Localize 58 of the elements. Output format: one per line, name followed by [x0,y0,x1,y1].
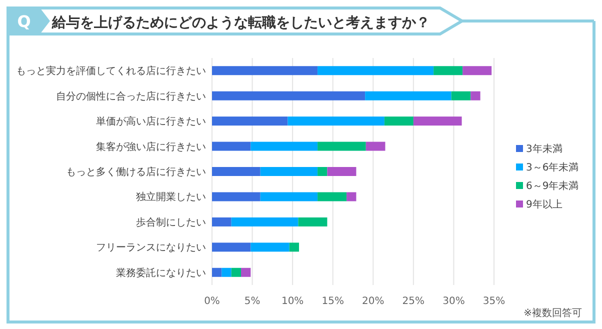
bar [318,192,347,202]
y-tick-label: 独立開業したい [136,191,206,204]
bar [451,91,471,100]
y-tick-label: 集客が強い店に行きたい [96,140,206,153]
x-tick-label: 15% [322,296,344,307]
bar [212,66,318,76]
y-tick-label: フリーランスになりたい [96,242,206,254]
bar [289,242,300,252]
x-tick-label: 25% [402,296,425,307]
x-tick-label: 5% [244,296,260,307]
bar [231,268,242,277]
x-tick-label: 0% [204,296,220,307]
bar [288,116,384,126]
y-tick-label: もっと多く働ける店に行きたい [66,166,206,178]
bar [470,91,480,100]
x-tick-label: 30% [442,296,465,307]
bar [318,66,434,76]
bar [318,167,328,176]
bar [222,268,232,277]
bar [384,116,414,126]
bar [434,66,463,76]
bar [318,142,366,151]
bar [212,242,251,252]
bar [298,217,328,226]
text: Q [17,12,31,31]
y-tick-label: もっと実力を評価してくれる店に行きたい [16,65,206,78]
bar [260,167,318,176]
bar [212,167,260,176]
chart-title: 給与を上げるためにどのような転職をしたいと考えますか？ [51,14,430,31]
legend-label: 6～9年未満 [526,180,579,192]
bar [212,91,366,100]
y-tick-label: 業務委託になりたい [116,266,206,279]
x-tick-label: 20% [362,296,384,307]
y-tick-label: 単価が高い店に行きたい [96,116,206,128]
bar [260,192,318,202]
legend-label: 9年以上 [526,198,562,210]
legend-label: 3～6年未満 [526,162,579,174]
text: ※複数回答可 [524,307,582,319]
bar [212,192,260,202]
bar [212,217,232,226]
legend-label: 3年未満 [526,143,562,155]
bar [212,116,288,126]
bar [365,91,452,100]
bar [346,192,356,202]
bar [212,268,222,277]
bar [462,66,492,76]
bar [250,142,318,151]
bar [366,142,386,151]
y-tick-label: 自分の個性に合った店に行きたい [56,90,206,102]
y-tick-label: 歩合制にしたい [136,216,206,228]
bar [413,116,462,126]
bar [250,242,290,252]
x-tick-label: 35% [482,296,506,307]
bar [327,167,356,176]
bar [212,142,251,151]
x-tick-label: 10% [281,296,304,307]
bar [241,268,251,277]
bar [231,217,298,226]
